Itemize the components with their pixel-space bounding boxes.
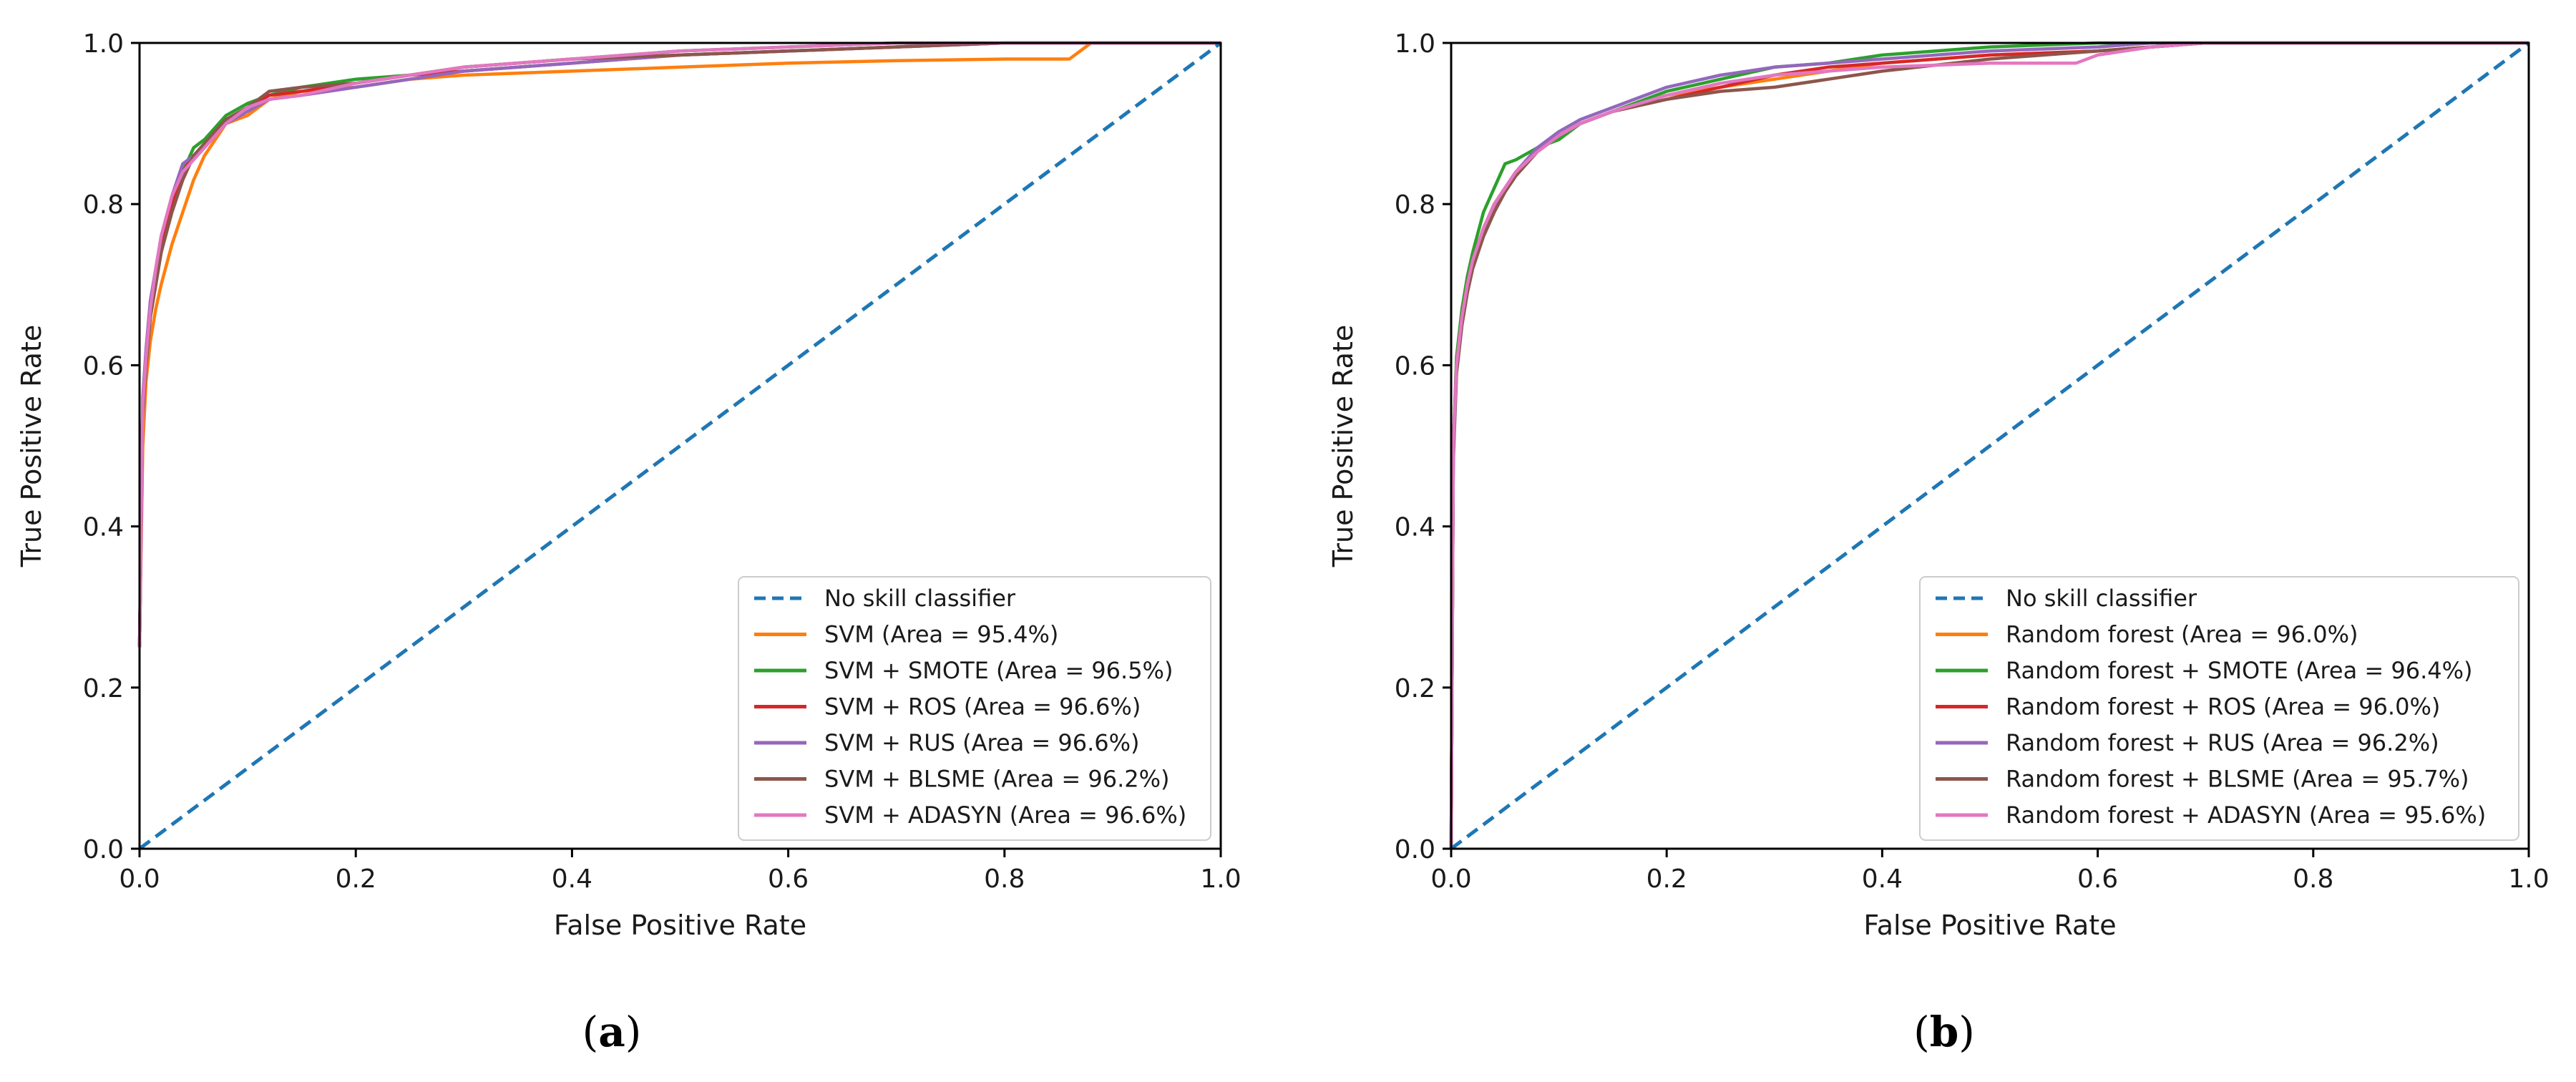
legend-entry-label: SVM + BLSME (Area = 96.2%) [824, 766, 1169, 793]
legend-entry-label: Random forest + RUS (Area = 96.2%) [2006, 729, 2439, 756]
y-tick-label: 0.6 [83, 351, 124, 381]
x-tick-label: 0.2 [1646, 864, 1687, 894]
roc-curve-a-5 [137, 41, 1221, 648]
y-tick-label: 0.2 [83, 674, 124, 703]
panel-caption-b: (b) [1913, 1008, 1975, 1056]
y-tick-label: 0.6 [1395, 351, 1435, 381]
y-tick-label: 0.8 [1395, 190, 1435, 220]
legend-box [738, 576, 1211, 841]
x-tick-label: 0.6 [2077, 864, 2118, 894]
x-tick-label: 0.8 [984, 864, 1025, 894]
x-axis-label: False Positive Rate [1863, 910, 2116, 941]
y-axis-label: True Positive Rate [1327, 325, 1359, 568]
panel-b: 0.0 0.2 0.4 0.6 0.8 1.0 0.0 0.2 0.4 0.6 0.8 1.0 Fals… [1327, 29, 2550, 1056]
x-tick-label: 0.8 [2293, 864, 2333, 894]
x-tick-label: 0.6 [768, 864, 809, 894]
x-tick-label: 0.0 [1430, 864, 1471, 894]
legend-a: No skill classifier SVM (Area = 95.4%) SVM… [738, 576, 1211, 841]
y-axis-label: True Positive Rate [16, 325, 47, 568]
roc-curve-a-1 [137, 41, 1221, 648]
x-axis-label: False Positive Rate [554, 910, 806, 941]
roc-curve-a-4 [137, 41, 1221, 648]
y-tick-label: 0.2 [1395, 674, 1435, 703]
legend-entry-label: Random forest + ROS (Area = 96.0%) [2006, 693, 2440, 721]
y-tick-label: 0.4 [83, 513, 124, 542]
roc-curve-a-2 [137, 41, 1221, 648]
x-tick-label: 0.2 [336, 864, 376, 894]
x-tick-label: 1.0 [1200, 864, 1241, 894]
roc-curve-b-5 [1449, 41, 2529, 849]
legend-entry-label: Random forest + SMOTE (Area = 96.4%) [2006, 657, 2472, 684]
legend-entry-label: Random forest + ADASYN (Area = 95.6%) [2006, 801, 2486, 829]
no-skill-line-a [138, 41, 1222, 851]
panel-caption-letter: a [598, 1008, 625, 1056]
legend-b: No skill classifier Random forest (Area =… [1919, 576, 2519, 841]
y-tick-label: 0.8 [83, 190, 124, 220]
legend-entry-label: SVM (Area = 95.4%) [824, 621, 1058, 648]
legend-entry-label: No skill classifier [824, 585, 1016, 612]
roc-curve-a-0 [137, 41, 1221, 648]
y-tick-label: 1.0 [1395, 29, 1435, 59]
y-tick-label: 1.0 [83, 29, 124, 59]
legend-entry-label: SVM + ADASYN (Area = 96.6%) [824, 801, 1186, 829]
y-tick-label: 0.0 [83, 835, 124, 864]
x-tick-label: 0.0 [119, 864, 160, 894]
legend-entry-label: SVM + ROS (Area = 96.6%) [824, 693, 1141, 721]
legend-box [1919, 576, 2519, 841]
y-tick-label: 0.0 [1395, 835, 1435, 864]
legend-entry-label: SVM + SMOTE (Area = 96.5%) [824, 657, 1173, 684]
legend-entry-label: SVM + RUS (Area = 96.6%) [824, 729, 1140, 756]
y-tick-label: 0.4 [1395, 513, 1435, 542]
plot-frame-a [138, 42, 1222, 850]
roc-curve-a-3 [137, 41, 1221, 648]
x-tick-label: 0.4 [1862, 864, 1903, 894]
legend-entry-label: Random forest + BLSME (Area = 95.7%) [2006, 766, 2469, 793]
legend-entry-label: No skill classifier [2006, 585, 2197, 612]
panel-a: 0.0 0.2 0.4 0.6 0.8 1.0 0.0 0.2 0.4 0.6 0.8 1.0 Fals… [16, 29, 1241, 1056]
no-skill-line-b [1450, 41, 2530, 851]
panel-caption-a: (a) [582, 1008, 642, 1056]
legend-entry-label: Random forest (Area = 96.0%) [2006, 621, 2358, 648]
x-tick-label: 0.4 [552, 864, 592, 894]
x-tick-label: 1.0 [2508, 864, 2549, 894]
plot-frame-b [1450, 42, 2530, 850]
panel-caption-letter: b [1930, 1008, 1959, 1056]
